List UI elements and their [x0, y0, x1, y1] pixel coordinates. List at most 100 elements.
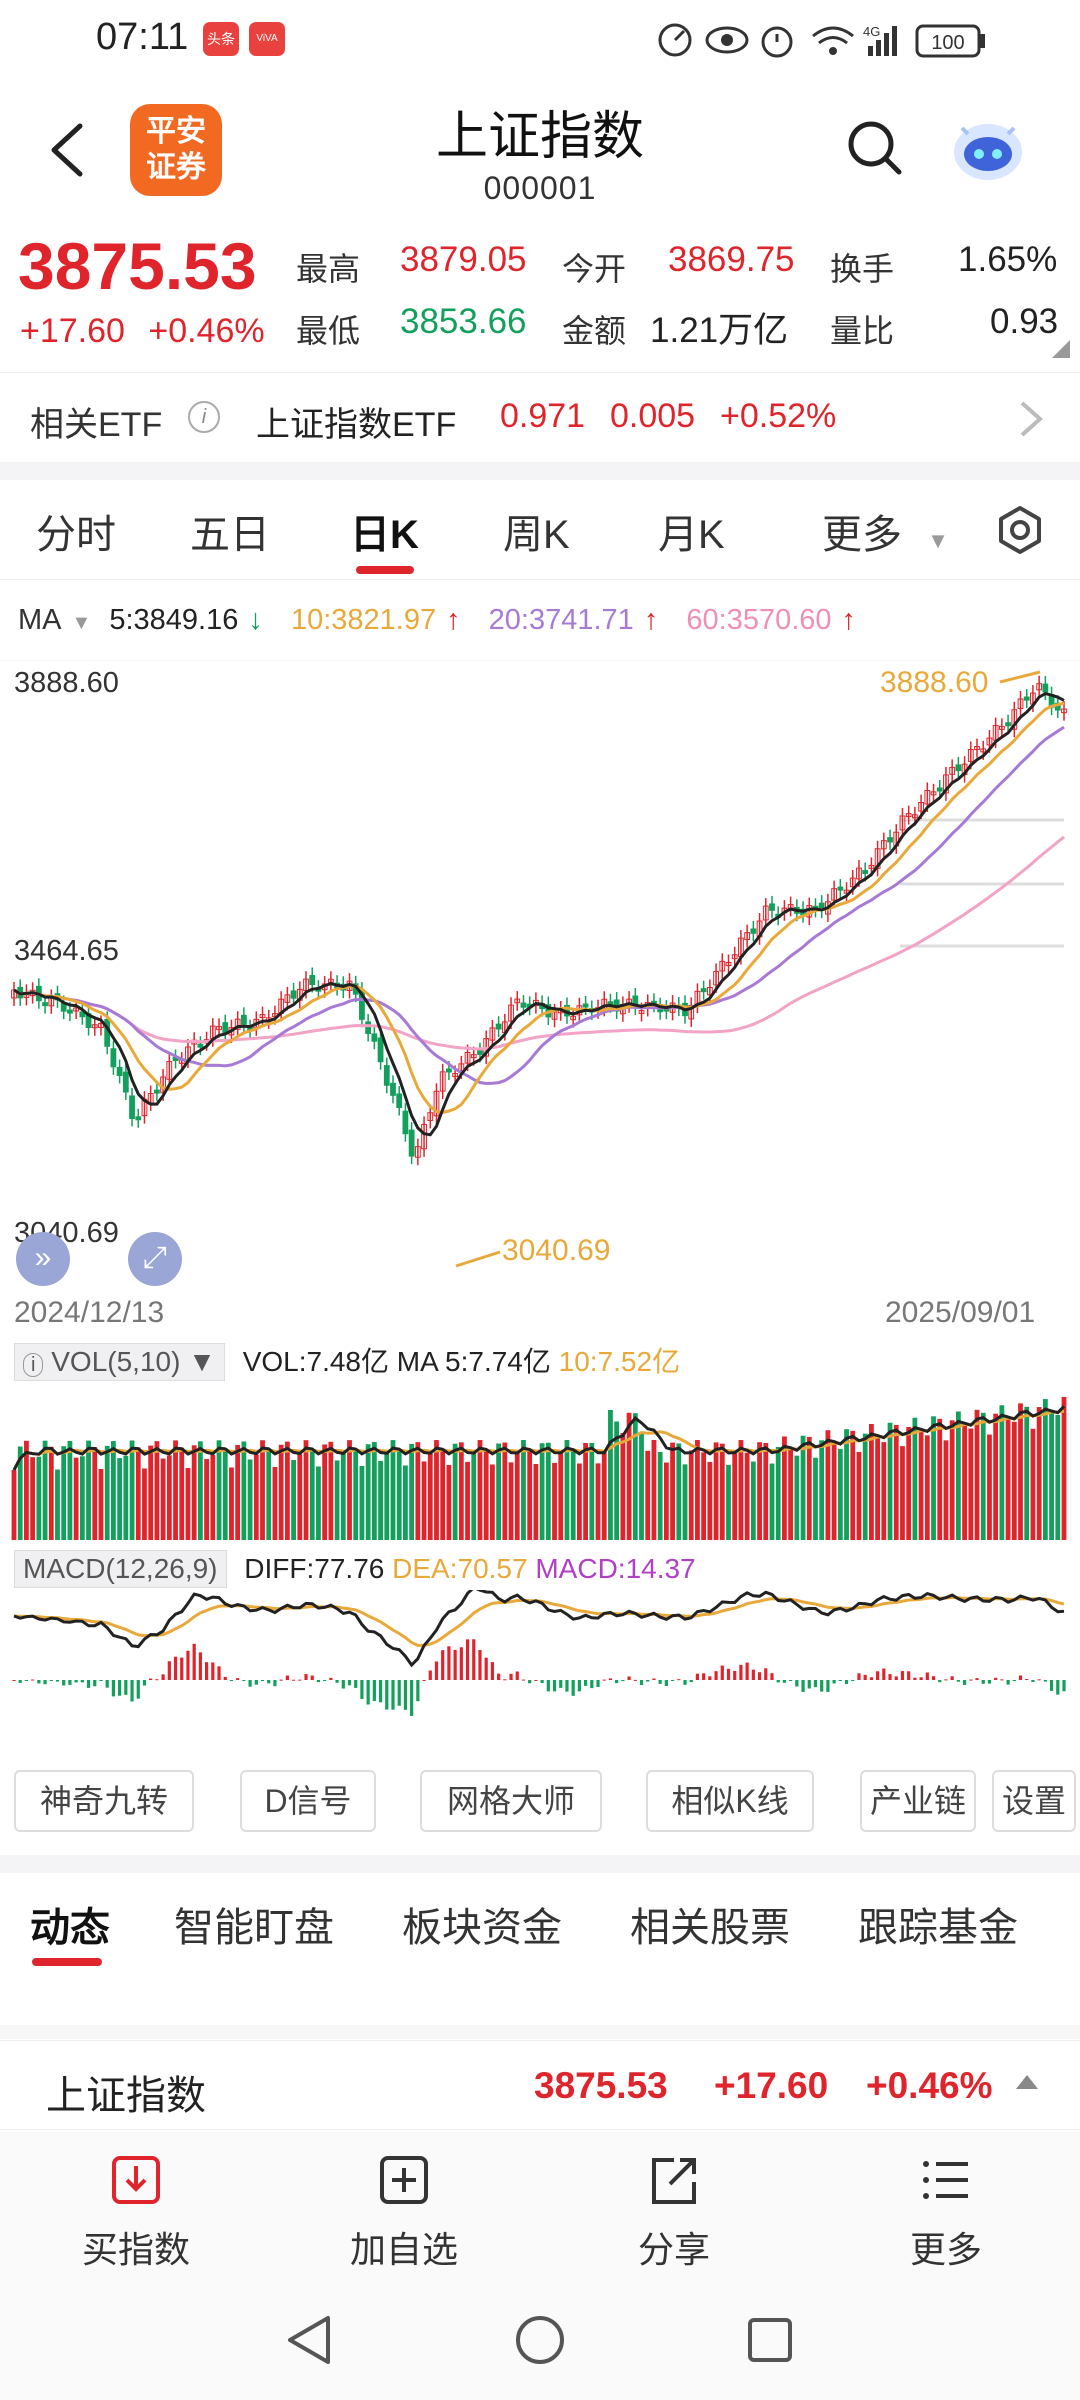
volume-bar — [371, 1441, 377, 1540]
candle — [980, 748, 987, 753]
volume-bar — [123, 1455, 129, 1540]
candle — [868, 864, 875, 869]
macd-bar — [714, 1671, 718, 1680]
volume-bar — [458, 1442, 464, 1540]
macd-bar — [167, 1661, 171, 1680]
macd-bar — [851, 1680, 855, 1681]
volume-bar — [396, 1449, 402, 1540]
ma5-value: 5:3849.16 ↓ — [109, 604, 263, 636]
tool-magic-nine[interactable]: 神奇九转 — [14, 1770, 194, 1832]
ma5-line — [13, 691, 1065, 1137]
tool-d-signal[interactable]: D信号 — [240, 1770, 376, 1832]
macd-bar — [938, 1680, 942, 1683]
gear-icon[interactable] — [994, 504, 1046, 556]
macd-bar — [31, 1679, 35, 1681]
candle — [116, 1067, 123, 1076]
volume-bar — [284, 1441, 290, 1540]
tab-related-stocks[interactable]: 相关股票 — [630, 1906, 790, 1950]
volume-bar — [614, 1421, 620, 1540]
tab-more[interactable]: 更多 ▼ — [822, 513, 949, 557]
volume-bar — [1018, 1403, 1023, 1540]
volume-bar — [924, 1435, 930, 1540]
candle — [725, 962, 732, 967]
macd-bar — [1025, 1679, 1029, 1681]
candle — [240, 1014, 247, 1025]
volume-indicator-selector[interactable]: i VOL(5,10) ▼ — [14, 1343, 225, 1381]
tab-monthly-k[interactable]: 月K — [658, 513, 725, 557]
tool-industry-chain[interactable]: 产业链 — [860, 1770, 976, 1832]
candle — [67, 1009, 73, 1014]
volume-bar — [390, 1440, 396, 1540]
macd-bar — [627, 1676, 631, 1680]
tool-similar-k[interactable]: 相似K线 — [646, 1770, 814, 1832]
macd-indicator-selector[interactable]: MACD(12,26,9) — [14, 1550, 227, 1588]
macd-bar — [111, 1680, 116, 1697]
macd-bar — [211, 1662, 215, 1680]
macd-bar — [776, 1680, 780, 1683]
candle — [762, 905, 769, 921]
macd-bar — [434, 1661, 439, 1680]
nav-home-icon[interactable] — [512, 2312, 568, 2368]
macd-bar — [689, 1680, 693, 1683]
volume-bar — [253, 1454, 259, 1540]
turnover-value: 1.65% — [958, 240, 1058, 279]
info-icon[interactable]: i — [188, 401, 220, 433]
fast-forward-button[interactable]: » — [16, 1232, 70, 1286]
macd-bar — [559, 1680, 563, 1688]
macd-bar — [459, 1647, 463, 1680]
candle — [135, 1116, 142, 1121]
expand-corner-icon[interactable] — [1052, 340, 1070, 358]
volume-bar — [216, 1440, 222, 1540]
search-button[interactable] — [845, 118, 905, 178]
macd-bar — [633, 1679, 637, 1681]
tool-settings[interactable]: 设置 — [992, 1770, 1076, 1832]
volume-bar — [86, 1440, 91, 1540]
macd-bar — [49, 1680, 53, 1681]
volume-bar — [166, 1455, 172, 1540]
fullscreen-button[interactable]: ⤢ — [128, 1232, 182, 1286]
macd-bar — [105, 1680, 109, 1688]
tab-weekly-k[interactable]: 周K — [503, 513, 570, 557]
tab-five-day[interactable]: 五日 — [190, 513, 270, 557]
ma60-value: 60:3570.60 ↑ — [686, 604, 857, 636]
kline-chart[interactable]: 3888.60 3464.65 3040.69 3888.60 3040.69 — [0, 660, 1080, 1300]
related-etf-row[interactable]: 相关ETF i 上证指数ETF 0.971 0.005 +0.52% — [0, 372, 1080, 462]
ma-legend[interactable]: MA ▼ 5:3849.16 ↓ 10:3821.97 ↑ 20:3741.71 ↑ 6… — [18, 604, 876, 637]
bottom-quote-bar[interactable]: 上证指数 3875.53 +17.60 +0.46% — [0, 2040, 1080, 2130]
volume-bar — [11, 1470, 17, 1540]
volume-bar — [701, 1452, 707, 1540]
volume-bar — [937, 1418, 943, 1540]
volume-bar — [813, 1457, 818, 1540]
tab-sector-funds[interactable]: 板块资金 — [402, 1906, 562, 1950]
macd-bar — [478, 1649, 482, 1680]
tab-news[interactable]: 动态 — [30, 1906, 110, 1950]
candle — [234, 1018, 241, 1030]
add-watchlist-button[interactable]: 加自选 — [324, 2152, 484, 2273]
nav-back-icon[interactable] — [282, 2312, 338, 2368]
more-button[interactable]: 更多 — [866, 2152, 1026, 2273]
macd-bar — [136, 1680, 140, 1699]
volume-bar — [104, 1445, 110, 1540]
buy-index-button[interactable]: 买指数 — [56, 2152, 216, 2273]
volume-bar — [533, 1463, 539, 1540]
candle — [495, 1023, 502, 1030]
tab-daily-k[interactable]: 日K — [350, 513, 419, 557]
volume-bar — [92, 1447, 98, 1540]
nav-recents-icon[interactable] — [742, 2312, 798, 2368]
macd-bar — [192, 1643, 196, 1680]
macd-bar — [43, 1680, 47, 1685]
tab-smart-watch[interactable]: 智能盯盘 — [174, 1906, 334, 1950]
macd-bar — [310, 1675, 314, 1680]
volume-bar — [17, 1446, 23, 1540]
back-button[interactable] — [40, 110, 100, 190]
candle — [477, 1050, 483, 1055]
volume-bar — [750, 1461, 756, 1540]
share-button[interactable]: 分享 — [594, 2152, 754, 2273]
macd-bar — [403, 1680, 408, 1710]
tool-grid-master[interactable]: 网格大师 — [420, 1770, 602, 1832]
volume-bar — [490, 1464, 495, 1540]
tab-intraday[interactable]: 分时 — [36, 513, 116, 557]
ai-assistant-button[interactable] — [950, 110, 1026, 186]
tab-tracking-funds[interactable]: 跟踪基金 — [858, 1906, 1018, 1950]
macd-bar — [528, 1680, 532, 1684]
